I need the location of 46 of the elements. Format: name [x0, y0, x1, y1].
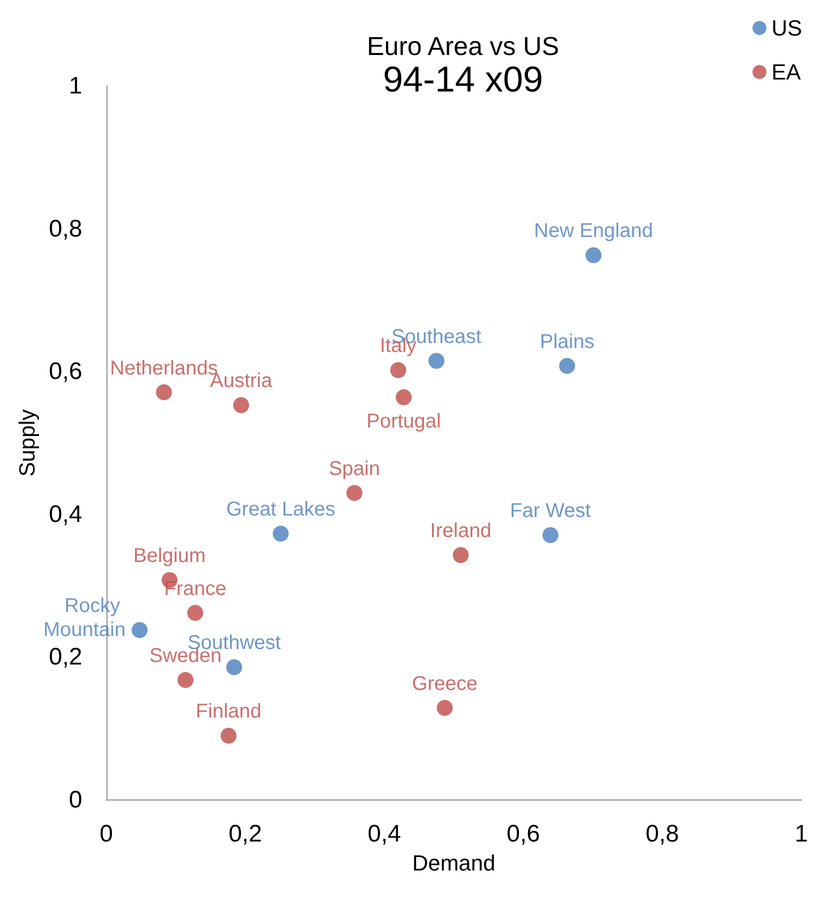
x-tick-label: 0,2 — [228, 820, 262, 848]
annotation: New England — [534, 220, 653, 242]
annotation: Rocky Mountain — [43, 595, 126, 642]
point — [436, 700, 453, 716]
point — [428, 352, 444, 369]
point — [272, 526, 289, 542]
annotation: Belgium — [133, 545, 206, 568]
y-axis-title: Supply — [14, 409, 40, 477]
x-tick-label: 1 — [794, 820, 808, 848]
annotation: Great Lakes — [226, 498, 336, 521]
point — [559, 358, 576, 374]
point — [452, 547, 469, 564]
point — [132, 622, 148, 638]
point — [156, 384, 172, 400]
point — [220, 728, 237, 744]
point — [233, 397, 250, 414]
annotation: Far West — [510, 500, 592, 522]
annotation: Ireland — [430, 520, 492, 542]
x-tick-label: 0 — [100, 820, 113, 848]
point — [542, 527, 558, 544]
point — [187, 604, 204, 621]
annotation: Spain — [328, 458, 380, 480]
point — [396, 389, 412, 406]
x-tick-label: 0,8 — [646, 820, 679, 848]
y-tick-label: 0,4 — [48, 500, 82, 528]
y-tick-label: 0,6 — [48, 358, 82, 386]
y-tick-label: 0,2 — [48, 644, 82, 671]
point — [346, 484, 362, 501]
x-axis-title: Demand — [412, 850, 496, 876]
y-tick-label: 0,8 — [48, 215, 82, 242]
legend-label: US — [771, 16, 802, 40]
legend-label: EA — [771, 60, 802, 84]
annotation: Finland — [196, 700, 262, 723]
annotation: Portugal — [366, 410, 441, 432]
annotation: Greece — [412, 672, 478, 695]
y-tick-label: 1 — [68, 72, 82, 100]
annotation: Plains — [540, 330, 594, 353]
x-tick-label: 0,6 — [506, 820, 540, 848]
point — [226, 659, 242, 676]
chart-subtitle: 94-14 x09 — [382, 58, 544, 100]
point — [390, 362, 406, 378]
chart-title: Euro Area vs US — [366, 31, 560, 61]
y-tick-label: 0 — [68, 786, 82, 814]
x-tick-label: 0,4 — [368, 820, 401, 848]
point — [586, 247, 602, 264]
point — [178, 672, 194, 688]
